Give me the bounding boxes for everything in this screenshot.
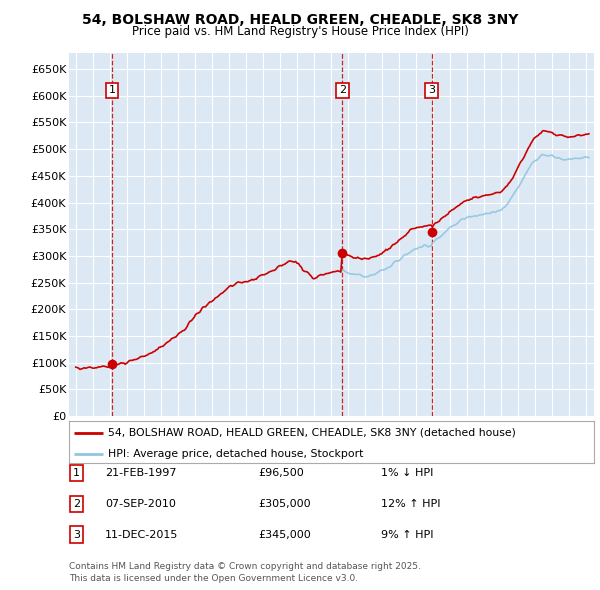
Text: 54, BOLSHAW ROAD, HEALD GREEN, CHEADLE, SK8 3NY (detached house): 54, BOLSHAW ROAD, HEALD GREEN, CHEADLE, … [109,428,516,438]
Text: 9% ↑ HPI: 9% ↑ HPI [381,530,433,539]
Text: £305,000: £305,000 [258,499,311,509]
Text: Contains HM Land Registry data © Crown copyright and database right 2025.
This d: Contains HM Land Registry data © Crown c… [69,562,421,583]
Text: 2: 2 [73,499,80,509]
Text: HPI: Average price, detached house, Stockport: HPI: Average price, detached house, Stoc… [109,449,364,459]
Text: 3: 3 [73,530,80,539]
Text: 21-FEB-1997: 21-FEB-1997 [105,468,176,478]
Text: 3: 3 [428,86,435,96]
Text: £96,500: £96,500 [258,468,304,478]
Text: £345,000: £345,000 [258,530,311,539]
Text: 1: 1 [109,86,116,96]
Text: 1% ↓ HPI: 1% ↓ HPI [381,468,433,478]
Text: 12% ↑ HPI: 12% ↑ HPI [381,499,440,509]
Text: Price paid vs. HM Land Registry's House Price Index (HPI): Price paid vs. HM Land Registry's House … [131,25,469,38]
Text: 11-DEC-2015: 11-DEC-2015 [105,530,178,539]
Text: 2: 2 [338,86,346,96]
Text: 54, BOLSHAW ROAD, HEALD GREEN, CHEADLE, SK8 3NY: 54, BOLSHAW ROAD, HEALD GREEN, CHEADLE, … [82,13,518,27]
Text: 1: 1 [73,468,80,478]
Text: 07-SEP-2010: 07-SEP-2010 [105,499,176,509]
